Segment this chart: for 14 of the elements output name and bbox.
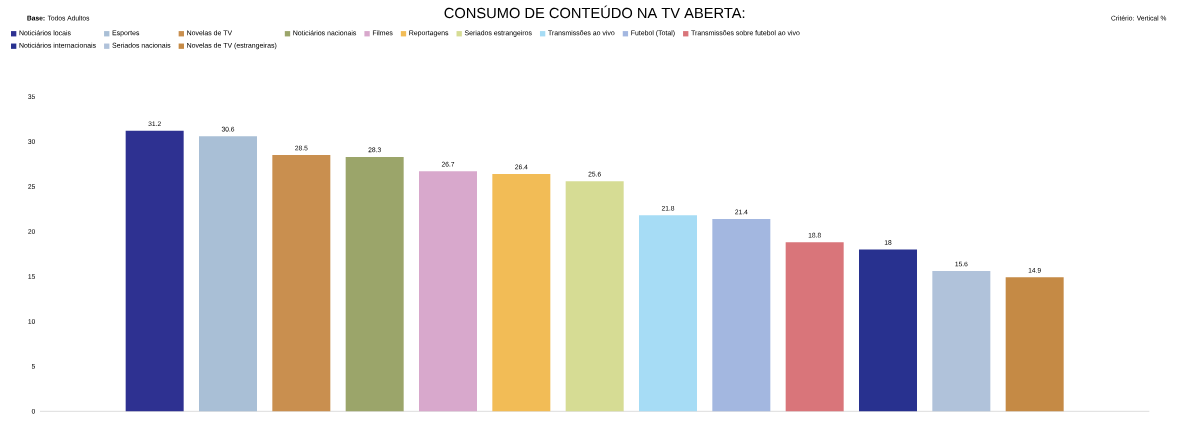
bar	[199, 136, 257, 412]
bar	[859, 249, 917, 412]
bar	[712, 218, 771, 412]
bar	[345, 156, 404, 412]
chart-title: CONSUMO DE CONTEÚDO NA TV ABERTA:	[444, 5, 745, 19]
bar	[419, 171, 477, 412]
bar	[125, 130, 184, 412]
bar	[565, 181, 624, 412]
bar	[639, 215, 697, 412]
bar	[492, 173, 551, 412]
bar	[932, 271, 991, 412]
bar	[272, 155, 331, 412]
bar	[785, 242, 844, 412]
bar	[1005, 277, 1064, 412]
